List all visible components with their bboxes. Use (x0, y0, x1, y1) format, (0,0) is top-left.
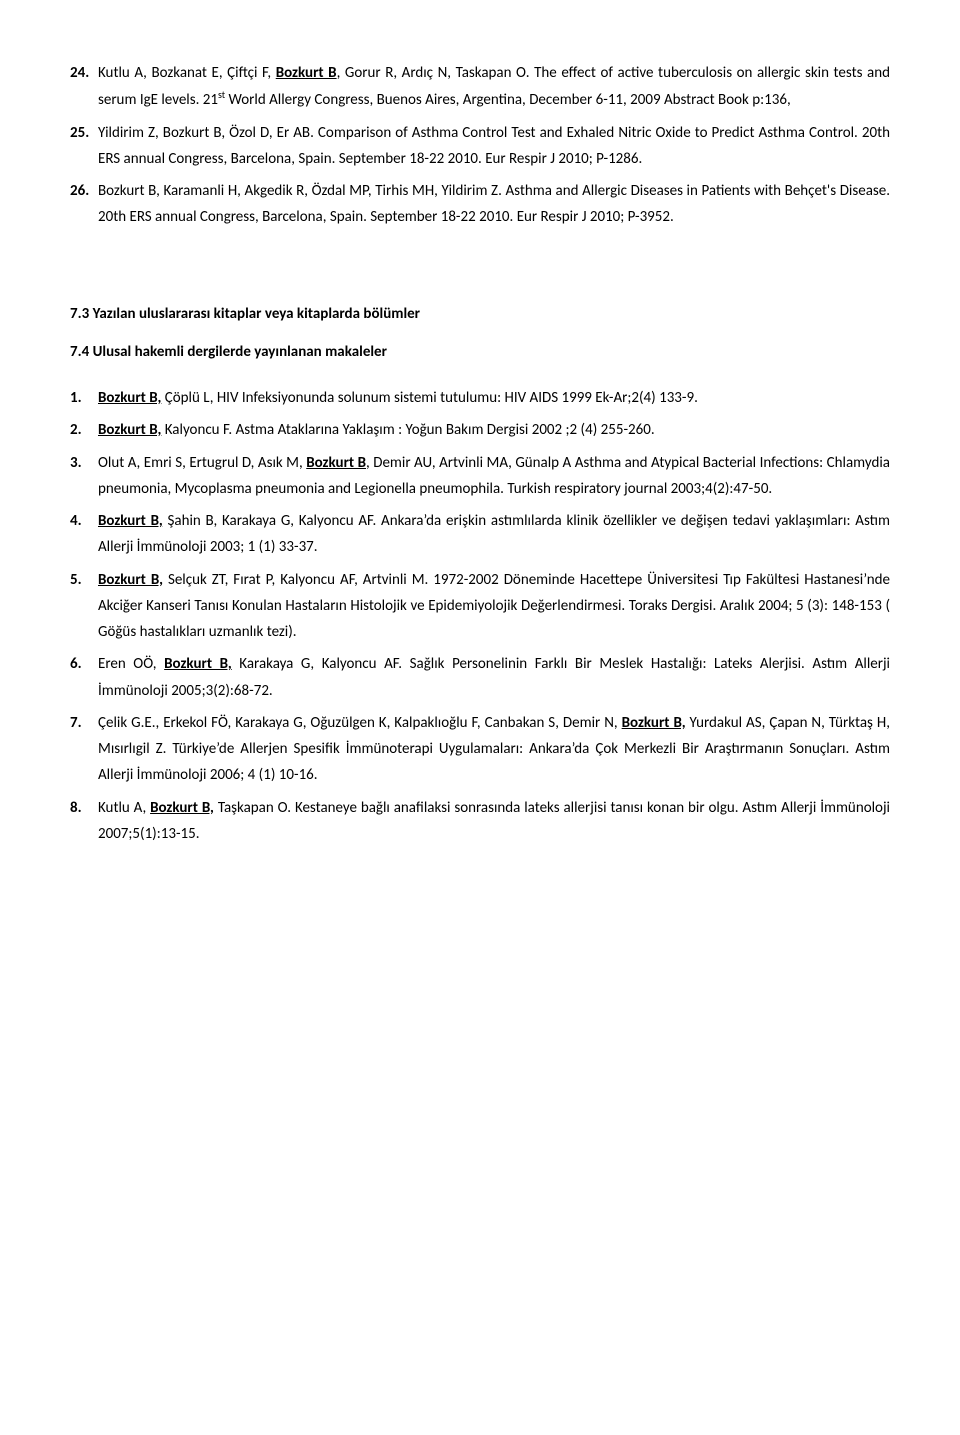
reference-text: Çelik G.E., Erkekol FÖ, Karakaya G, Oğuz… (98, 710, 890, 789)
reference-number: 26. (70, 178, 98, 231)
reference-number: 6. (70, 651, 98, 704)
reference-item: 25.Yildirim Z, Bozkurt B, Özol D, Er AB.… (70, 120, 890, 173)
reference-text: Bozkurt B, Selçuk ZT, Fırat P, Kalyoncu … (98, 567, 890, 646)
reference-item: 6.Eren OÖ, Bozkurt B, Karakaya G, Kalyon… (70, 651, 890, 704)
reference-number: 7. (70, 710, 98, 789)
reference-number: 5. (70, 567, 98, 646)
references-block-2: 1.Bozkurt B, Çöplü L, HIV Infeksiyonunda… (70, 385, 890, 847)
reference-number: 2. (70, 417, 98, 443)
reference-number: 24. (70, 60, 98, 114)
reference-number: 3. (70, 450, 98, 503)
reference-item: 7.Çelik G.E., Erkekol FÖ, Karakaya G, Oğ… (70, 710, 890, 789)
reference-item: 2.Bozkurt B, Kalyoncu F. Astma Atakların… (70, 417, 890, 443)
reference-text: Yildirim Z, Bozkurt B, Özol D, Er AB. Co… (98, 120, 890, 173)
references-block-1: 24.Kutlu A, Bozkanat E, Çiftçi F, Bozkur… (70, 60, 890, 231)
reference-text: Bozkurt B, Kalyoncu F. Astma Ataklarına … (98, 417, 890, 443)
section-7-4-heading: 7.4 Ulusal hakemli dergilerde yayınlanan… (70, 339, 890, 365)
reference-item: 5.Bozkurt B, Selçuk ZT, Fırat P, Kalyonc… (70, 567, 890, 646)
reference-text: Kutlu A, Bozkanat E, Çiftçi F, Bozkurt B… (98, 60, 890, 114)
reference-number: 25. (70, 120, 98, 173)
reference-item: 24.Kutlu A, Bozkanat E, Çiftçi F, Bozkur… (70, 60, 890, 114)
reference-item: 3.Olut A, Emri S, Ertugrul D, Asık M, Bo… (70, 450, 890, 503)
reference-text: Olut A, Emri S, Ertugrul D, Asık M, Bozk… (98, 450, 890, 503)
reference-text: Kutlu A, Bozkurt B, Taşkapan O. Kestaney… (98, 795, 890, 848)
reference-item: 8.Kutlu A, Bozkurt B, Taşkapan O. Kestan… (70, 795, 890, 848)
reference-item: 26.Bozkurt B, Karamanli H, Akgedik R, Öz… (70, 178, 890, 231)
reference-number: 1. (70, 385, 98, 411)
reference-item: 4.Bozkurt B, Şahin B, Karakaya G, Kalyon… (70, 508, 890, 561)
reference-text: Bozkurt B, Şahin B, Karakaya G, Kalyoncu… (98, 508, 890, 561)
reference-number: 4. (70, 508, 98, 561)
section-7-3-heading: 7.3 Yazılan uluslararası kitaplar veya k… (70, 301, 890, 327)
reference-number: 8. (70, 795, 98, 848)
reference-text: Bozkurt B, Çöplü L, HIV Infeksiyonunda s… (98, 385, 890, 411)
reference-text: Eren OÖ, Bozkurt B, Karakaya G, Kalyoncu… (98, 651, 890, 704)
reference-item: 1.Bozkurt B, Çöplü L, HIV Infeksiyonunda… (70, 385, 890, 411)
reference-text: Bozkurt B, Karamanli H, Akgedik R, Özdal… (98, 178, 890, 231)
